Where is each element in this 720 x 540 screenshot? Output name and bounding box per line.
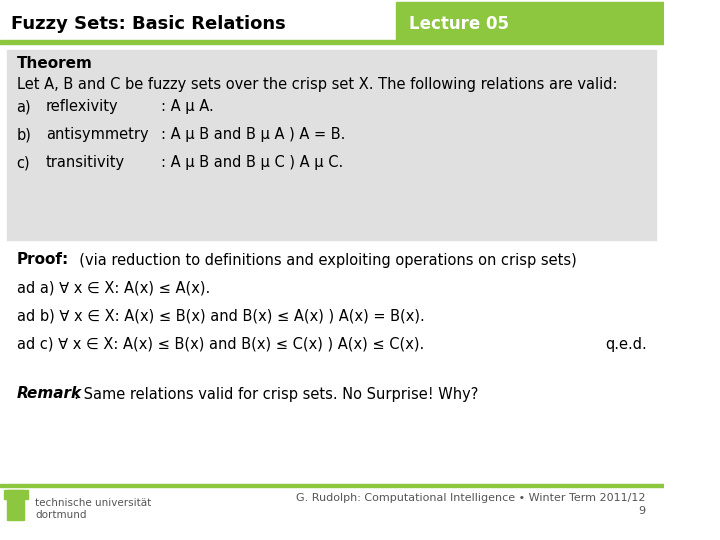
Bar	[7, 490, 24, 520]
Text: Proof:: Proof:	[17, 253, 69, 267]
Text: : Same relations valid for crisp sets. No Surprise! Why?: : Same relations valid for crisp sets. N…	[73, 387, 478, 402]
Text: Fuzzy Sets: Basic Relations: Fuzzy Sets: Basic Relations	[11, 15, 286, 33]
Text: : A μ B and B μ A ) A = B.: : A μ B and B μ A ) A = B.	[161, 127, 346, 143]
Text: Let A, B and C be fuzzy sets over the crisp set X. The following relations are v: Let A, B and C be fuzzy sets over the cr…	[17, 78, 617, 92]
Text: ad a) ∀ x ∈ X: A(x) ≤ A(x).: ad a) ∀ x ∈ X: A(x) ≤ A(x).	[17, 280, 210, 295]
Text: (via reduction to definitions and exploiting operations on crisp sets): (via reduction to definitions and exploi…	[70, 253, 577, 267]
Text: c): c)	[17, 156, 30, 171]
Text: 9: 9	[638, 506, 645, 516]
Text: q.e.d.: q.e.d.	[606, 336, 647, 352]
Text: G. Rudolph: Computational Intelligence • Winter Term 2011/12: G. Rudolph: Computational Intelligence •…	[296, 493, 645, 503]
Text: transitivity: transitivity	[46, 156, 125, 171]
Text: reflexivity: reflexivity	[46, 99, 119, 114]
Text: ad c) ∀ x ∈ X: A(x) ≤ B(x) and B(x) ≤ C(x) ) A(x) ≤ C(x).: ad c) ∀ x ∈ X: A(x) ≤ B(x) and B(x) ≤ C(…	[17, 336, 424, 352]
Text: b): b)	[17, 127, 32, 143]
Text: antisymmetry: antisymmetry	[46, 127, 149, 143]
Text: technische universität
dortmund: technische universität dortmund	[35, 498, 151, 519]
Bar	[4, 490, 27, 499]
Bar	[396, 2, 664, 40]
Text: a): a)	[17, 99, 31, 114]
Bar	[0, 40, 664, 44]
Bar	[0, 0, 664, 45]
Text: : A μ B and B μ C ) A μ C.: : A μ B and B μ C ) A μ C.	[161, 156, 343, 171]
Text: Lecture 05: Lecture 05	[409, 15, 509, 33]
Bar	[0, 484, 664, 487]
Text: Remark: Remark	[17, 387, 81, 402]
Text: ad b) ∀ x ∈ X: A(x) ≤ B(x) and B(x) ≤ A(x) ) A(x) = B(x).: ad b) ∀ x ∈ X: A(x) ≤ B(x) and B(x) ≤ A(…	[17, 308, 424, 323]
Text: : A μ A.: : A μ A.	[161, 99, 214, 114]
Text: Theorem: Theorem	[17, 57, 92, 71]
Bar	[7, 50, 656, 240]
